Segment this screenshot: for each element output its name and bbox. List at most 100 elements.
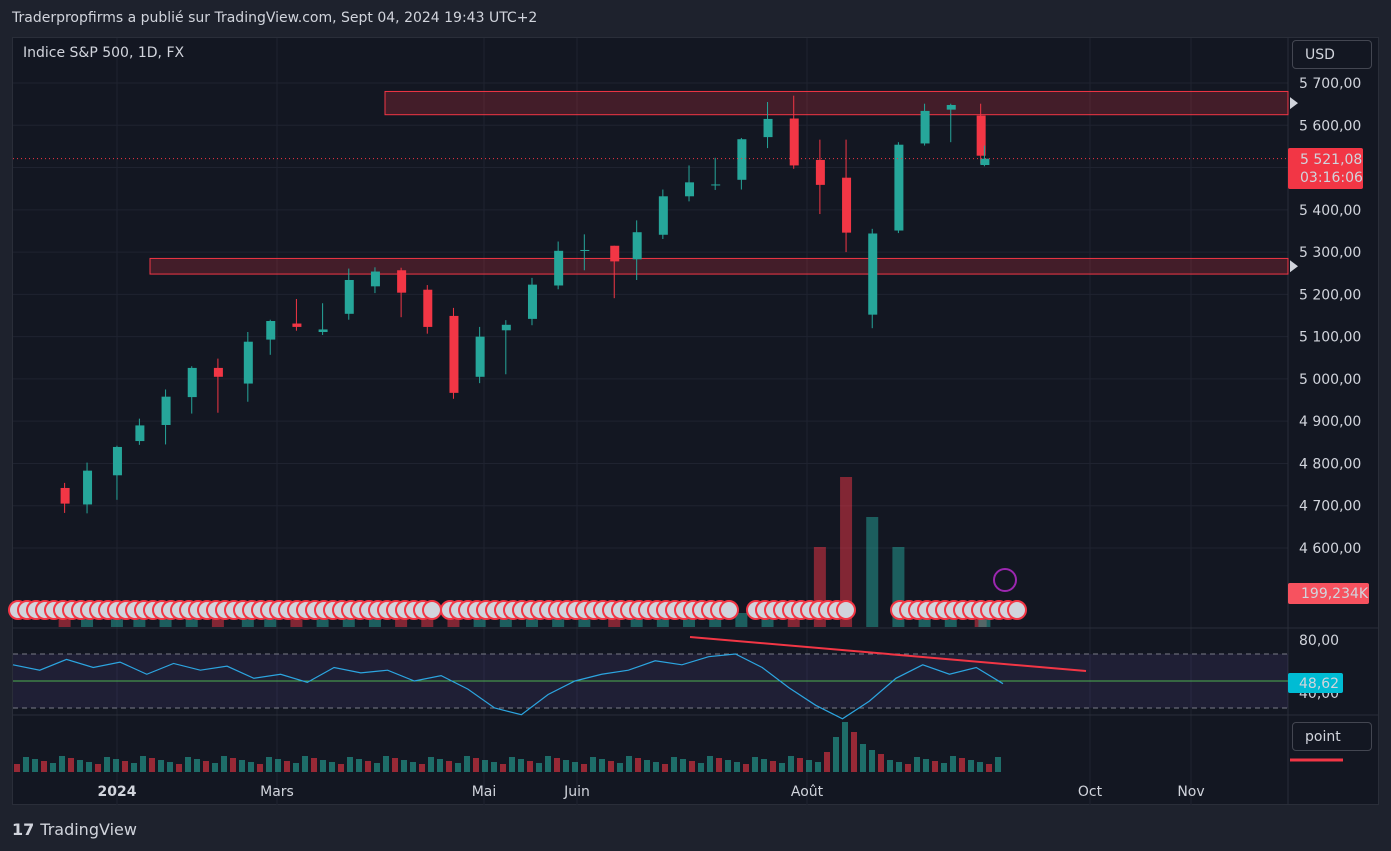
volume-badge: [1288, 583, 1369, 604]
bottom-volume-bar: [392, 758, 398, 772]
bottom-volume-bar: [635, 758, 641, 772]
bottom-volume-bar: [311, 758, 317, 772]
bottom-volume-bar: [131, 763, 137, 772]
candle-body: [894, 144, 904, 231]
lightning-icon: [993, 568, 1017, 592]
price-tick-label: 4 900,00: [1299, 414, 1361, 430]
candle-body: [370, 271, 380, 287]
symbol-title: Indice S&P 500, 1D, FX: [23, 45, 185, 61]
bottom-volume-bar: [662, 764, 668, 772]
bottom-volume-bar: [977, 762, 983, 772]
bottom-volume-bar: [194, 759, 200, 772]
candle-body: [980, 158, 990, 166]
bottom-volume-bar: [50, 763, 56, 772]
candle-body: [610, 245, 620, 262]
bottom-volume-bar: [986, 764, 992, 772]
bottom-volume-bars: [14, 722, 1001, 772]
bottom-volume-bar: [95, 764, 101, 772]
volume-bar: [735, 613, 748, 627]
bottom-volume-bar: [788, 756, 794, 772]
bottom-volume-bar: [149, 758, 155, 772]
bottom-volume-bar: [536, 763, 542, 772]
bottom-volume-bar: [752, 757, 758, 772]
candle-body: [213, 367, 223, 377]
bottom-volume-bar: [302, 756, 308, 772]
bottom-volume-bar: [203, 761, 209, 772]
us-flag-icon: [836, 600, 856, 620]
candle-body: [554, 250, 564, 286]
bottom-volume-bar: [158, 760, 164, 772]
volume-bar: [447, 617, 460, 627]
bottom-volume-bar: [293, 763, 299, 772]
bottom-volume-bar: [671, 757, 677, 772]
bottom-volume-bar: [905, 764, 911, 772]
event-markers: [8, 600, 1027, 620]
price-tick-label: 5 400,00: [1299, 203, 1361, 219]
scale-mode-button[interactable]: point: [1292, 722, 1372, 751]
candle-body: [243, 341, 253, 384]
candle-body: [711, 184, 721, 186]
volume-bar: [840, 477, 853, 627]
candle-body: [763, 118, 773, 138]
bottom-volume-bar: [248, 762, 254, 772]
candle-body: [112, 446, 122, 476]
time-tick-label: Mars: [260, 784, 294, 800]
bottom-volume-bar: [239, 760, 245, 772]
bottom-volume-bar: [779, 763, 785, 772]
time-tick-label: Mai: [472, 784, 497, 800]
bottom-volume-bar: [851, 732, 857, 772]
rsi-line: [12, 653, 1004, 720]
bottom-volume-bar: [86, 762, 92, 772]
bottom-volume-bar: [914, 757, 920, 772]
time-tick-label: Oct: [1078, 784, 1103, 800]
bottom-volume-bar: [77, 760, 83, 772]
bottom-volume-bar: [437, 759, 443, 772]
bottom-volume-bar: [833, 737, 839, 772]
us-flag-icon: [422, 600, 442, 620]
bottom-volume-bar: [950, 756, 956, 772]
bottom-volume-bar: [473, 758, 479, 772]
bottom-volume-bar: [554, 758, 560, 772]
volume-bar: [58, 617, 71, 627]
volume-value: 199,234K: [1301, 586, 1369, 602]
bottom-volume-bar: [275, 759, 281, 772]
bottom-volume-bar: [356, 759, 362, 772]
bottom-volume-bar: [680, 759, 686, 772]
publish-header: Traderpropfirms a publié sur TradingView…: [12, 10, 538, 26]
volume-bar: [578, 617, 591, 627]
bottom-volume-bar: [527, 761, 533, 772]
candle-body: [397, 270, 407, 293]
bottom-volume-bar: [824, 752, 830, 772]
bottom-volume-bar: [464, 756, 470, 772]
us-flag-icon: [719, 600, 739, 620]
bottom-volume-bar: [212, 763, 218, 772]
bottom-volume-bar: [284, 761, 290, 772]
bottom-volume-bar: [770, 761, 776, 772]
footer-brand[interactable]: 17 TradingView: [12, 820, 137, 839]
bottom-volume-bar: [932, 761, 938, 772]
bottom-volume-bar: [869, 750, 875, 772]
candle-body: [946, 104, 956, 110]
bottom-volume-bar: [401, 760, 407, 772]
currency-button[interactable]: USD: [1292, 40, 1372, 69]
candle-body: [632, 232, 642, 260]
bottom-volume-bar: [68, 758, 74, 772]
candle-body: [580, 249, 590, 251]
bottom-volume-bar: [608, 761, 614, 772]
bottom-volume-bar: [644, 760, 650, 772]
bottom-volume-bar: [383, 756, 389, 772]
zone-resistance: [384, 90, 1289, 116]
bottom-volume-bar: [320, 760, 326, 772]
price-tick-label: 5 000,00: [1299, 372, 1361, 388]
bottom-volume-bar: [725, 760, 731, 772]
price-tick-label: 5 200,00: [1299, 287, 1361, 303]
bottom-volume-bar: [860, 744, 866, 772]
bottom-volume-bar: [563, 760, 569, 772]
bottom-volume-bar: [365, 761, 371, 772]
bottom-volume-bar: [167, 762, 173, 772]
bottom-volume-bar: [887, 760, 893, 772]
candle-body: [60, 487, 70, 504]
bottom-volume-bar: [599, 759, 605, 772]
time-tick-label: 2024: [98, 784, 137, 800]
